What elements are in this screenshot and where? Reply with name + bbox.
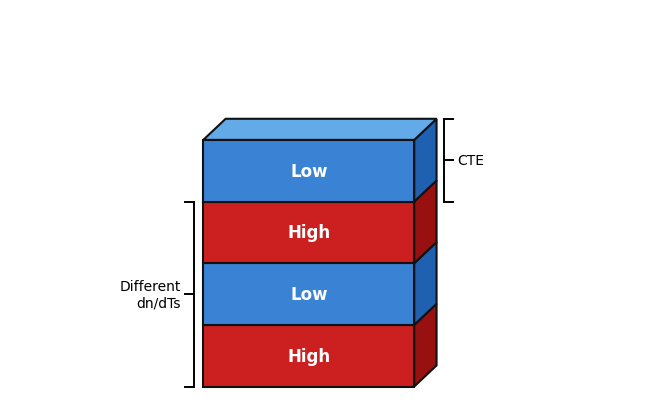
- Polygon shape: [414, 242, 437, 325]
- Polygon shape: [414, 119, 437, 202]
- Polygon shape: [414, 304, 437, 387]
- Text: High: High: [287, 347, 330, 365]
- Polygon shape: [203, 202, 414, 263]
- Text: Low: Low: [290, 162, 328, 180]
- Text: CTE: CTE: [458, 154, 485, 168]
- Text: Different
dn/dTs: Different dn/dTs: [119, 279, 181, 309]
- Polygon shape: [203, 119, 437, 140]
- Polygon shape: [414, 181, 437, 263]
- Polygon shape: [203, 325, 414, 387]
- Text: Low: Low: [290, 285, 328, 303]
- Polygon shape: [203, 263, 414, 325]
- Polygon shape: [203, 140, 414, 202]
- Text: High: High: [287, 224, 330, 242]
